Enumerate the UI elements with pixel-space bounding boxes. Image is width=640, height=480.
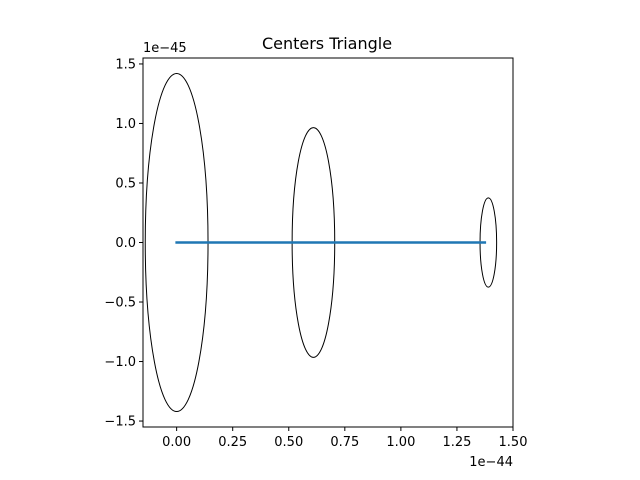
y-offset-label: 1e−45 bbox=[143, 41, 187, 56]
plot-area bbox=[144, 72, 498, 413]
x-tick-label: 1.00 bbox=[386, 435, 415, 450]
y-axis: −1.5 −1.0 −0.5 0.0 0.5 1.0 1.5 bbox=[104, 57, 143, 430]
y-tick-label: 0.5 bbox=[115, 176, 136, 191]
y-tick-label: −0.5 bbox=[104, 296, 136, 311]
x-tick-label: 1.50 bbox=[499, 435, 528, 450]
y-tick-label: 0.0 bbox=[115, 236, 136, 251]
y-tick-label: −1.0 bbox=[104, 355, 136, 370]
x-offset-label: 1e−44 bbox=[469, 455, 513, 470]
y-tick-label: −1.5 bbox=[104, 415, 136, 430]
x-tick-label: 0.50 bbox=[274, 435, 303, 450]
y-tick-label: 1.5 bbox=[115, 57, 136, 72]
x-tick-label: 1.25 bbox=[442, 435, 471, 450]
x-axis: 0.00 0.25 0.50 0.75 1.00 1.25 1.50 bbox=[162, 427, 527, 450]
x-tick-label: 0.75 bbox=[330, 435, 359, 450]
x-tick-label: 0.00 bbox=[162, 435, 191, 450]
x-tick-label: 0.25 bbox=[218, 435, 247, 450]
chart-title: Centers Triangle bbox=[262, 34, 392, 53]
y-tick-label: 1.0 bbox=[115, 117, 136, 132]
